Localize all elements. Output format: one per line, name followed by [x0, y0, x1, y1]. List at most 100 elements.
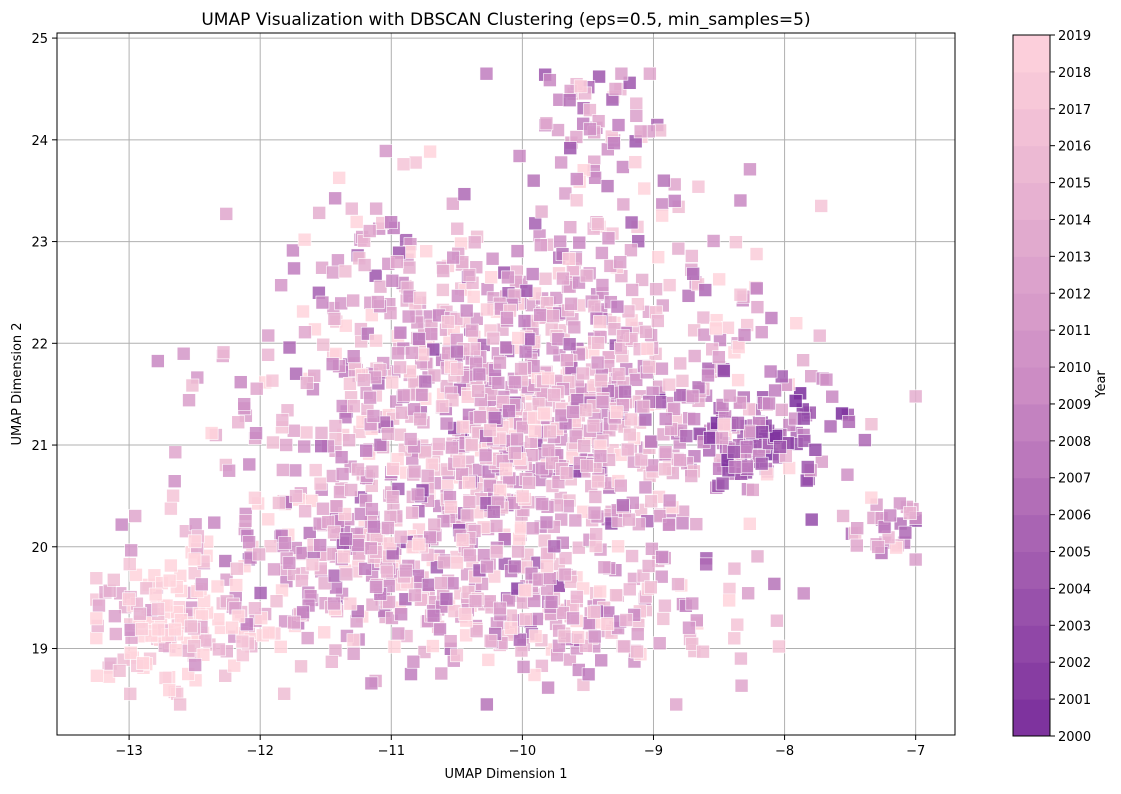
scatter-point [294, 659, 308, 674]
colorbar-tick-label: 2009 [1058, 398, 1091, 413]
colorbar-segment [1013, 588, 1050, 626]
scatter-point [235, 634, 250, 649]
scatter-point [343, 596, 358, 611]
scatter-point [825, 389, 840, 404]
scatter-point [463, 548, 477, 563]
scatter-point [740, 459, 754, 474]
scatter-point [579, 458, 594, 473]
scatter-point [514, 520, 528, 535]
scatter-point [622, 512, 636, 527]
scatter-point [225, 620, 239, 635]
scatter-point [272, 496, 286, 510]
scatter-point [772, 639, 786, 654]
scatter-point [645, 542, 659, 556]
scatter-point [328, 643, 343, 658]
scatter-point [762, 396, 776, 411]
scatter-point [616, 498, 630, 513]
scatter-point [617, 639, 632, 654]
scatter-point [750, 549, 765, 564]
scatter-point [381, 521, 395, 535]
scatter-point [402, 260, 417, 275]
scatter-point [730, 617, 745, 632]
scatter-point [544, 595, 559, 609]
scatter-point [489, 544, 504, 559]
scatter-point [289, 489, 303, 503]
scatter-point [344, 201, 359, 216]
scatter-point [367, 519, 381, 534]
scatter-point [411, 537, 426, 552]
scatter-point [112, 663, 127, 678]
scatter-point [641, 559, 656, 573]
scatter-point [709, 321, 723, 336]
scatter-point [850, 538, 864, 553]
scatter-point [325, 357, 340, 371]
scatter-point [587, 505, 602, 520]
scatter-point [288, 463, 303, 478]
scatter-point [187, 534, 202, 549]
y-axis-label: UMAP Dimension 2 [10, 322, 25, 445]
scatter-point [542, 571, 557, 585]
scatter-point [527, 668, 542, 682]
scatter-point [624, 412, 639, 427]
scatter-point [562, 337, 577, 352]
scatter-point [299, 425, 314, 440]
scatter-point [90, 668, 104, 683]
scatter-point [404, 667, 418, 681]
scatter-point [864, 417, 879, 432]
scatter-point [242, 457, 257, 472]
scatter-point [652, 636, 667, 651]
scatter-point [210, 579, 225, 594]
scatter-point [219, 207, 234, 221]
colorbar-tick-label: 2011 [1058, 324, 1091, 339]
scatter-point [351, 462, 365, 477]
scatter-point [273, 640, 288, 654]
scatter-point [339, 532, 353, 546]
scatter-point [346, 633, 361, 647]
scatter-point [567, 320, 582, 335]
scatter-point [589, 527, 603, 541]
scatter-point [597, 560, 612, 575]
scatter-point [298, 325, 312, 340]
scatter-point [800, 460, 815, 474]
scatter-point [427, 517, 442, 532]
scatter-point [439, 416, 454, 431]
scatter-point [462, 268, 477, 283]
scatter-point [864, 490, 879, 505]
scatter-point [390, 255, 404, 269]
scatter-point [242, 535, 256, 549]
scatter-point [871, 540, 885, 554]
scatter-point [346, 349, 361, 363]
scatter-point [464, 438, 479, 452]
scatter-point [569, 193, 584, 208]
scatter-point [840, 467, 855, 482]
scatter-point [681, 289, 696, 303]
scatter-point [773, 440, 787, 454]
scatter-point [619, 613, 634, 627]
scatter-point [248, 601, 262, 616]
scatter-point [699, 557, 713, 572]
scatter-point [342, 433, 356, 447]
scatter-point [560, 353, 574, 368]
scatter-point [89, 571, 104, 586]
scatter-point [903, 506, 917, 520]
scatter-point [620, 442, 635, 457]
scatter-point [327, 568, 342, 583]
scatter-point [237, 397, 252, 411]
scatter-point [543, 73, 557, 87]
scatter-point [107, 573, 121, 587]
scatter-point [572, 235, 587, 250]
scatter-point [662, 517, 676, 532]
scatter-point [733, 287, 748, 302]
scatter-point [369, 333, 383, 348]
scatter-point [89, 611, 104, 626]
scatter-point [387, 639, 402, 654]
scatter-point [123, 687, 138, 701]
scatter-point [685, 636, 699, 651]
scatter-point [362, 224, 377, 238]
points-layer [89, 66, 923, 712]
x-axis: −13 −12 −11 −10 −9 −8 −7 [115, 735, 925, 759]
scatter-point [671, 577, 685, 591]
scatter-point [570, 590, 584, 604]
scatter-point [458, 607, 473, 621]
scatter-point [573, 79, 588, 94]
